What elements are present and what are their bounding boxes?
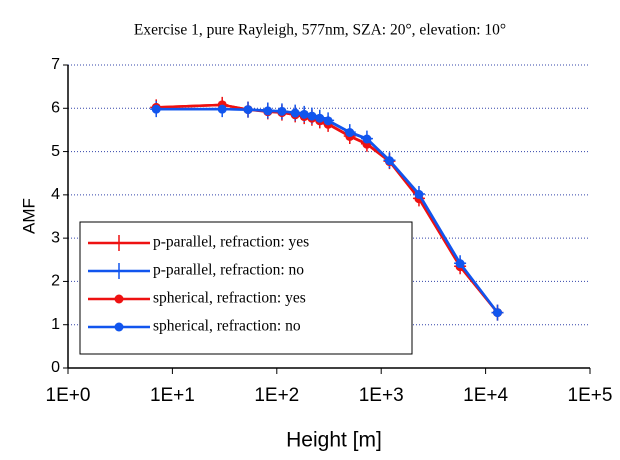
data-point (384, 156, 394, 166)
data-point (455, 259, 465, 269)
y-tick-label: 5 (51, 143, 60, 160)
y-tick-label: 0 (51, 359, 60, 376)
x-tick-label: 1E+4 (463, 385, 508, 406)
legend-marker (114, 294, 124, 304)
data-point (345, 128, 355, 138)
data-point (362, 134, 372, 144)
y-tick-label: 1 (51, 316, 60, 333)
x-tick-label: 1E+1 (150, 385, 195, 406)
legend-marker (114, 322, 124, 332)
y-axis-label: AMF (19, 198, 38, 234)
x-tick-label: 1E+5 (568, 385, 613, 406)
data-point (323, 116, 333, 126)
x-tick-label: 1E+2 (254, 385, 299, 406)
legend-marker (113, 235, 125, 251)
data-point (492, 308, 502, 318)
data-point (307, 111, 317, 121)
data-point (151, 104, 161, 114)
data-point (263, 106, 273, 116)
y-tick-label: 4 (51, 186, 60, 203)
legend-label: spherical, refraction: no (153, 318, 301, 335)
y-tick-label: 2 (51, 273, 60, 290)
x-tick-label: 1E+0 (46, 385, 91, 406)
x-axis-label: Height [m] (286, 429, 382, 452)
y-tick-label: 7 (51, 56, 60, 73)
data-point (217, 104, 227, 114)
y-tick-label: 6 (51, 100, 60, 117)
data-point (315, 113, 325, 123)
legend-marker (113, 263, 125, 279)
data-point (277, 106, 287, 116)
data-point (299, 109, 309, 119)
legend-label: p-parallel, refraction: yes (153, 234, 309, 251)
data-point (290, 108, 300, 118)
data-point (414, 189, 424, 199)
x-tick-label: 1E+3 (359, 385, 404, 406)
legend-label: p-parallel, refraction: no (153, 262, 304, 279)
data-point (243, 105, 253, 115)
chart-title: Exercise 1, pure Rayleigh, 577nm, SZA: 2… (134, 22, 506, 39)
y-tick-label: 3 (51, 229, 60, 246)
legend-label: spherical, refraction: yes (153, 290, 306, 307)
